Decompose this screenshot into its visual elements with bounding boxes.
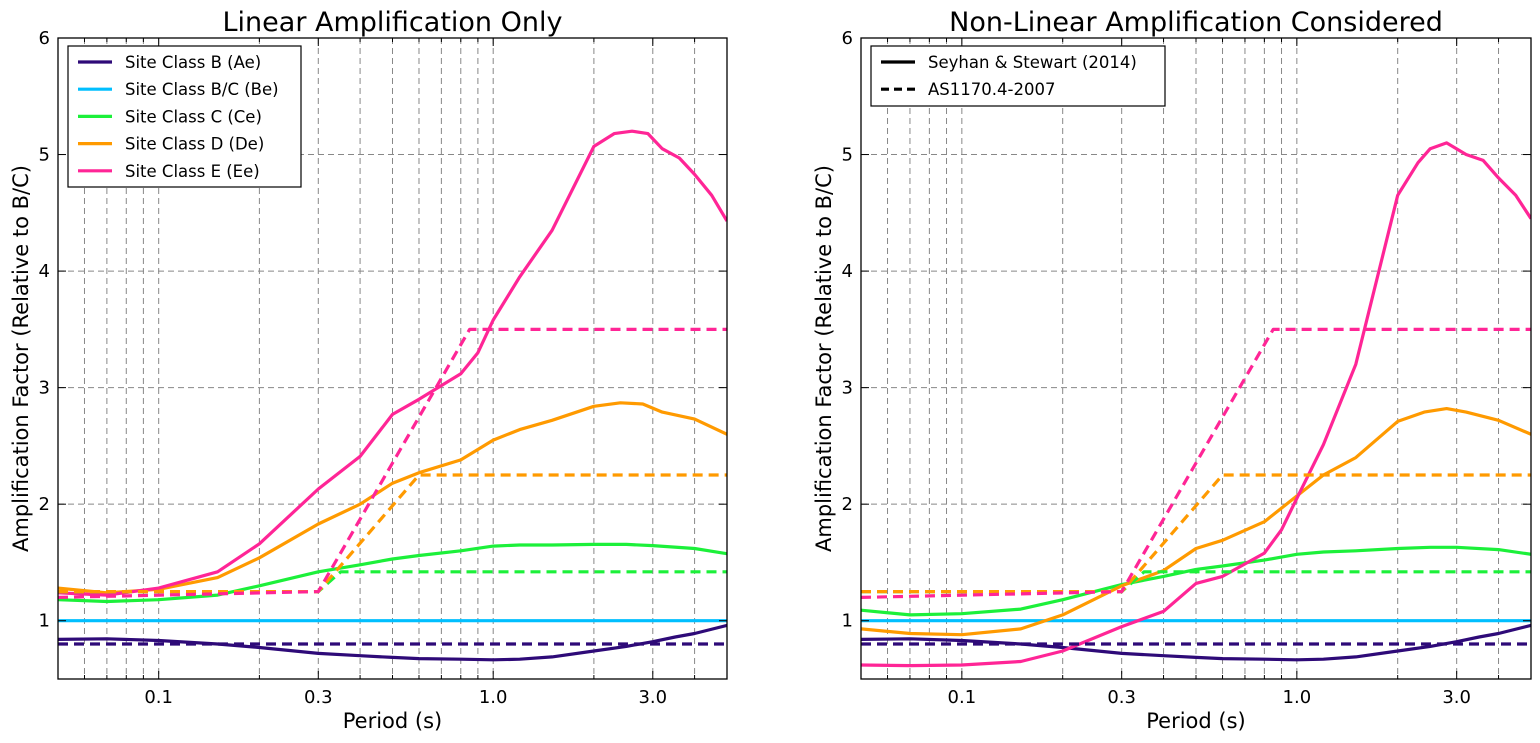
series-group [861,141,1531,668]
x-tick-label: 0.3 [304,687,333,708]
x-axis-label: Period (s) [1146,709,1245,733]
x-tick-label: 1.0 [1283,687,1312,708]
legend-label: Site Class C (Ce) [125,107,262,126]
y-tick-label: 2 [39,494,50,515]
series-group [58,129,727,662]
y-tick-label: 6 [842,28,853,49]
legend-label: Site Class B (Ae) [125,53,261,72]
legend-label: Site Class B/C (Be) [125,80,279,99]
series-line-site-class-c-ce-solid [58,542,727,604]
x-tick-label: 0.1 [948,687,977,708]
series-line-site-class-e-ee-dashed [58,327,727,599]
y-tick-label: 6 [39,28,50,49]
x-tick-label: 1.0 [479,687,508,708]
y-tick-label: 5 [842,145,853,166]
series-line-site-class-d-de-dashed [861,473,1531,594]
y-tick-label: 1 [842,611,853,632]
series-line-site-class-d-de-solid [861,407,1531,637]
series-line-site-class-e-ee-solid [58,129,727,597]
y-tick-label: 3 [39,378,50,399]
legend: Site Class B (Ae) Site Class B/C (Be) Site… [67,45,302,188]
series-line-site-class-e-ee-solid [861,141,1531,668]
chart-title: Linear Amplification Only [223,7,563,38]
legend-label: Seyhan & Stewart (2014) [928,53,1137,72]
series-line-site-class-b-ae-solid [58,623,727,662]
legend-label: Site Class D (De) [125,135,264,154]
chart-title: Non-Linear Amplification Considered [949,7,1443,38]
x-tick-label: 3.0 [638,687,667,708]
y-axis-label: Amplification Factor (Relative to B/C) [9,165,33,552]
legend: Seyhan & Stewart (2014) AS1170.4-2007 [870,45,1166,107]
y-tick-label: 2 [842,494,853,515]
legend-box [870,45,1166,107]
x-axis-label: Period (s) [343,709,442,733]
left-chart-panel: 0.1 0.3 1.0 3.0 1 2 3 4 5 6 Linear Amplification O… [9,7,728,733]
series-line-site-class-b-ae-solid [861,623,1531,662]
y-tick-label: 4 [842,261,853,282]
y-axis-label: Amplification Factor (Relative to B/C) [812,165,836,552]
y-tick-label: 4 [39,261,50,282]
legend-label: AS1170.4-2007 [928,80,1055,99]
y-tick-label: 1 [39,611,50,632]
y-tick-label: 3 [842,378,853,399]
x-tick-label: 0.1 [144,687,173,708]
series-line-site-class-d-de-dashed [58,473,727,594]
x-tick-label: 0.3 [1107,687,1136,708]
series-line-site-class-e-ee-dashed [861,327,1531,599]
x-tick-label: 3.0 [1442,687,1471,708]
right-chart-panel: 0.1 0.3 1.0 3.0 1 2 3 4 5 6 Non-Linear Amplificati… [812,7,1532,733]
tick-marks [861,37,1531,679]
series-line-site-class-d-de-solid [58,401,727,595]
tick-marks [58,37,727,679]
y-tick-label: 5 [39,145,50,166]
legend-label: Site Class E (Ee) [125,162,260,181]
